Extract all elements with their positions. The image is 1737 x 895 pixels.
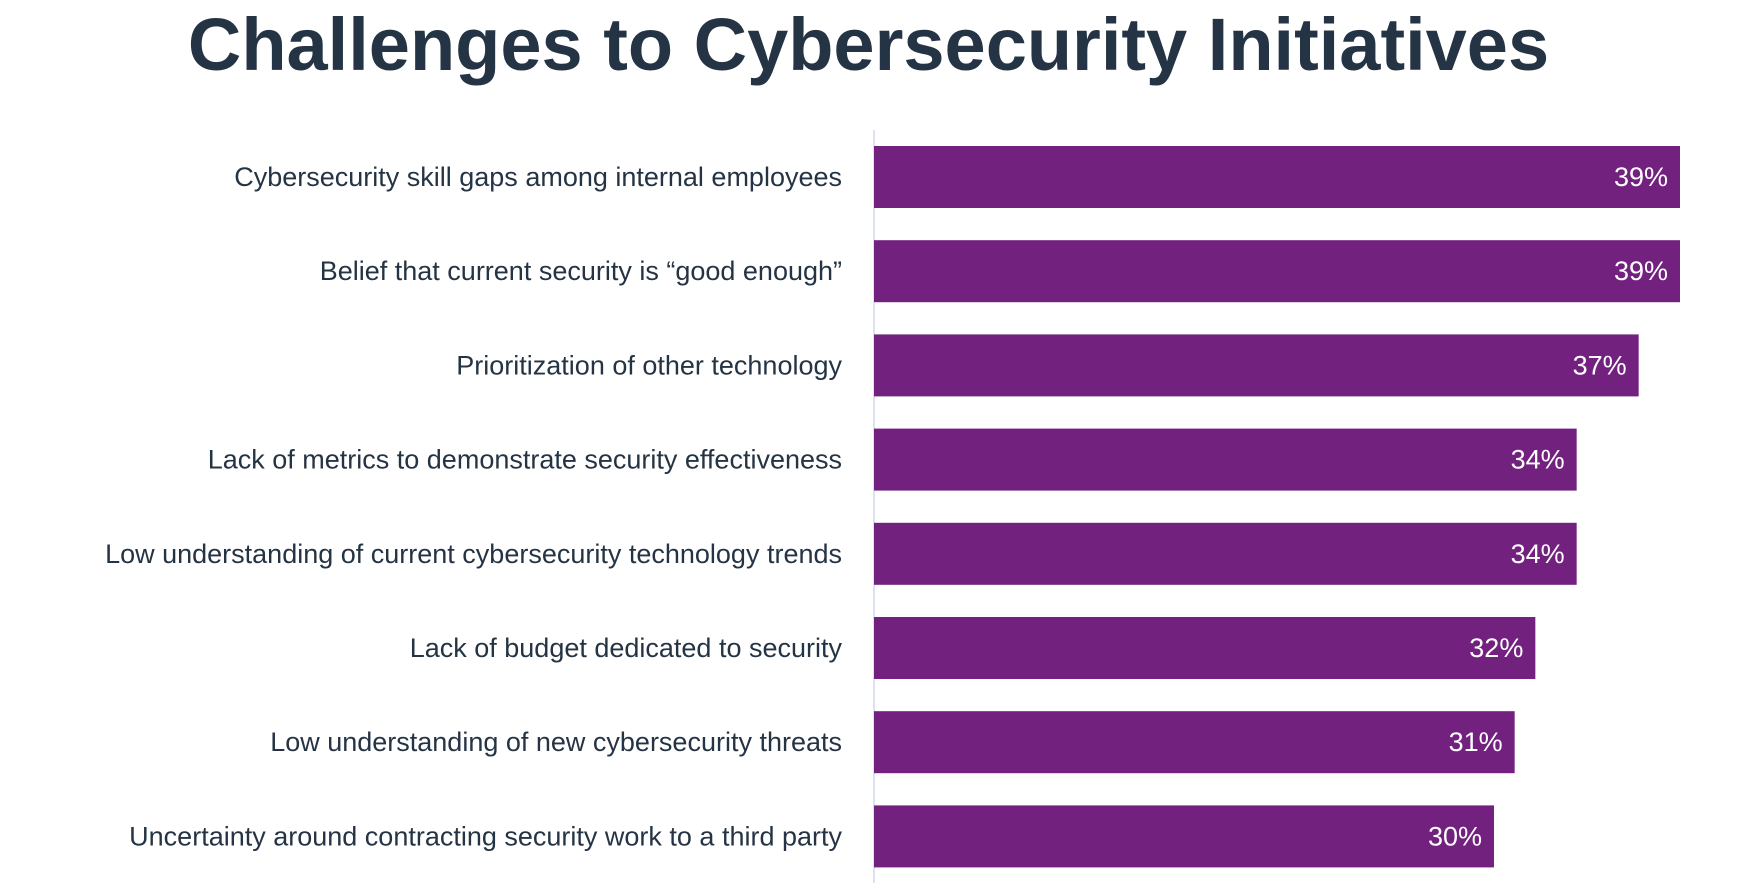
value-label: 34% — [1511, 445, 1565, 475]
category-label: Belief that current security is “good en… — [320, 256, 842, 286]
value-label: 39% — [1614, 162, 1668, 192]
category-label: Low understanding of new cybersecurity t… — [270, 727, 842, 757]
value-label: 34% — [1511, 539, 1565, 569]
bar — [874, 805, 1494, 868]
category-label: Cybersecurity skill gaps among internal … — [234, 162, 842, 192]
bar — [874, 428, 1577, 491]
bar — [874, 617, 1536, 679]
bar — [874, 146, 1680, 208]
value-label: 32% — [1469, 633, 1523, 663]
bar — [874, 334, 1639, 397]
category-labels-group: Cybersecurity skill gaps among internal … — [105, 162, 842, 851]
chart-title: Challenges to Cybersecurity Initiatives — [187, 3, 1550, 86]
bar — [874, 711, 1515, 774]
value-label: 37% — [1573, 350, 1627, 380]
category-label: Uncertainty around contracting security … — [129, 821, 842, 851]
category-label: Lack of metrics to demonstrate security … — [208, 445, 842, 475]
bar — [874, 240, 1680, 303]
category-label: Prioritization of other technology — [456, 350, 842, 380]
value-label: 39% — [1614, 256, 1668, 286]
category-label: Lack of budget dedicated to security — [410, 633, 843, 663]
bars-group — [874, 146, 1680, 868]
value-labels-group: 39% 39% 37% 34% 34% 32% 31% 30% — [1428, 162, 1668, 851]
category-label: Low understanding of current cybersecuri… — [105, 539, 842, 569]
bar — [874, 522, 1577, 585]
value-label: 31% — [1449, 727, 1503, 757]
value-label: 30% — [1428, 821, 1482, 851]
